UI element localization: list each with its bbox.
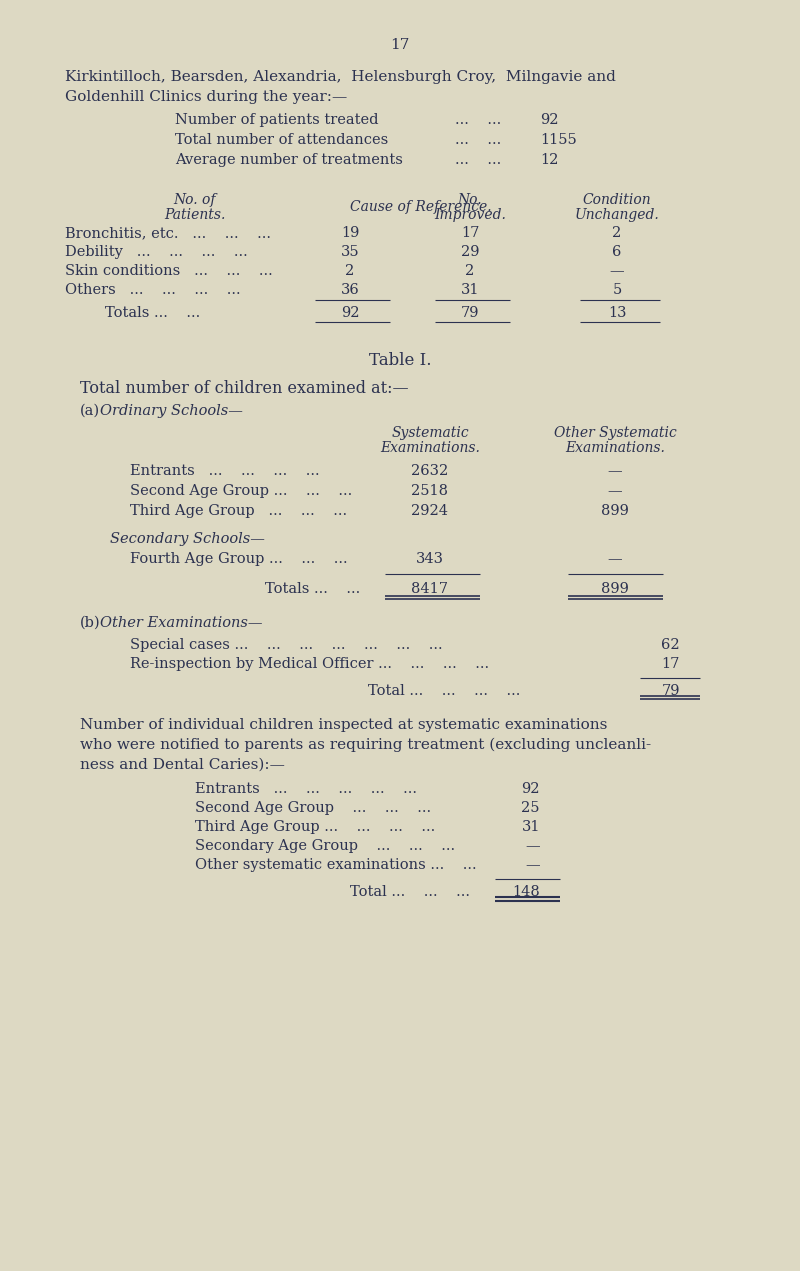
Text: 31: 31	[522, 820, 540, 834]
Text: Third Age Group ...    ...    ...    ...: Third Age Group ... ... ... ...	[195, 820, 435, 834]
Text: Table I.: Table I.	[369, 352, 431, 369]
Text: 8417: 8417	[411, 582, 449, 596]
Text: 62: 62	[662, 638, 680, 652]
Text: Examinations.: Examinations.	[565, 441, 665, 455]
Text: 17: 17	[662, 657, 680, 671]
Text: Other Examinations—: Other Examinations—	[100, 616, 262, 630]
Text: 25: 25	[522, 801, 540, 815]
Text: 36: 36	[341, 283, 359, 297]
Text: Entrants   ...    ...    ...    ...    ...: Entrants ... ... ... ... ...	[195, 782, 417, 796]
Text: Number of individual children inspected at systematic examinations: Number of individual children inspected …	[80, 718, 607, 732]
Text: ness and Dental Caries):—: ness and Dental Caries):—	[80, 758, 285, 771]
Text: Entrants   ...    ...    ...    ...: Entrants ... ... ... ...	[130, 464, 320, 478]
Text: (a): (a)	[80, 404, 100, 418]
Text: Debility   ...    ...    ...    ...: Debility ... ... ... ...	[65, 245, 248, 259]
Text: 92: 92	[341, 306, 359, 320]
Text: —: —	[608, 464, 622, 478]
Text: Second Age Group    ...    ...    ...: Second Age Group ... ... ...	[195, 801, 431, 815]
Text: Other systematic examinations ...    ...: Other systematic examinations ... ...	[195, 858, 477, 872]
Text: 5: 5	[612, 283, 622, 297]
Text: Goldenhill Clinics during the year:—: Goldenhill Clinics during the year:—	[65, 90, 347, 104]
Text: Total ...    ...    ...: Total ... ... ...	[350, 885, 470, 899]
Text: 79: 79	[461, 306, 479, 320]
Text: (b): (b)	[80, 616, 101, 630]
Text: Fourth Age Group ...    ...    ...: Fourth Age Group ... ... ...	[130, 552, 348, 566]
Text: 2518: 2518	[411, 484, 449, 498]
Text: Total number of attendances: Total number of attendances	[175, 133, 388, 147]
Text: Total number of children examined at:—: Total number of children examined at:—	[80, 380, 409, 397]
Text: Number of patients treated: Number of patients treated	[175, 113, 378, 127]
Text: Special cases ...    ...    ...    ...    ...    ...    ...: Special cases ... ... ... ... ... ... ..…	[130, 638, 442, 652]
Text: Average number of treatments: Average number of treatments	[175, 153, 403, 167]
Text: ...    ...: ... ...	[455, 133, 502, 147]
Text: 79: 79	[662, 684, 680, 698]
Text: —: —	[608, 552, 622, 566]
Text: 17: 17	[390, 38, 410, 52]
Text: who were notified to parents as requiring treatment (excluding uncleanli-: who were notified to parents as requirin…	[80, 738, 651, 752]
Text: No.: No.	[458, 193, 482, 207]
Text: 2: 2	[612, 226, 622, 240]
Text: 2632: 2632	[411, 464, 449, 478]
Text: Second Age Group ...    ...    ...: Second Age Group ... ... ...	[130, 484, 352, 498]
Text: ...    ...: ... ...	[455, 113, 502, 127]
Text: 2: 2	[346, 264, 354, 278]
Text: Third Age Group   ...    ...    ...: Third Age Group ... ... ...	[130, 505, 347, 519]
Text: Other Systematic: Other Systematic	[554, 426, 676, 440]
Text: 92: 92	[522, 782, 540, 796]
Text: Bronchitis, etc.   ...    ...    ...: Bronchitis, etc. ... ... ...	[65, 226, 271, 240]
Text: 13: 13	[608, 306, 626, 320]
Text: Unchanged.: Unchanged.	[574, 208, 659, 222]
Text: Ordinary Schools—: Ordinary Schools—	[100, 404, 243, 418]
Text: Totals ...    ...: Totals ... ...	[265, 582, 360, 596]
Text: 148: 148	[512, 885, 540, 899]
Text: Condition: Condition	[582, 193, 651, 207]
Text: Systematic: Systematic	[391, 426, 469, 440]
Text: Improved.: Improved.	[434, 208, 506, 222]
Text: 92: 92	[540, 113, 558, 127]
Text: Secondary Age Group    ...    ...    ...: Secondary Age Group ... ... ...	[195, 839, 455, 853]
Text: Patients.: Patients.	[164, 208, 226, 222]
Text: —: —	[610, 264, 624, 278]
Text: —: —	[526, 858, 540, 872]
Text: Re-inspection by Medical Officer ...    ...    ...    ...: Re-inspection by Medical Officer ... ...…	[130, 657, 489, 671]
Text: Others   ...    ...    ...    ...: Others ... ... ... ...	[65, 283, 241, 297]
Text: 2: 2	[466, 264, 474, 278]
Text: 12: 12	[540, 153, 558, 167]
Text: 31: 31	[461, 283, 479, 297]
Text: 35: 35	[341, 245, 359, 259]
Text: 899: 899	[601, 582, 629, 596]
Text: 899: 899	[601, 505, 629, 519]
Text: 6: 6	[612, 245, 622, 259]
Text: —: —	[608, 484, 622, 498]
Text: 17: 17	[461, 226, 479, 240]
Text: —: —	[526, 839, 540, 853]
Text: No. of: No. of	[174, 193, 216, 207]
Text: 343: 343	[416, 552, 444, 566]
Text: Kirkintilloch, Bearsden, Alexandria,  Helensburgh Croy,  Milngavie and: Kirkintilloch, Bearsden, Alexandria, Hel…	[65, 70, 616, 84]
Text: 1155: 1155	[540, 133, 577, 147]
Text: ...    ...: ... ...	[455, 153, 502, 167]
Text: Skin conditions   ...    ...    ...: Skin conditions ... ... ...	[65, 264, 273, 278]
Text: 2924: 2924	[411, 505, 449, 519]
Text: Cause of Reference.: Cause of Reference.	[350, 200, 492, 214]
Text: Secondary Schools—: Secondary Schools—	[110, 533, 265, 547]
Text: Examinations.: Examinations.	[380, 441, 480, 455]
Text: 19: 19	[341, 226, 359, 240]
Text: 29: 29	[461, 245, 479, 259]
Text: Totals ...    ...: Totals ... ...	[105, 306, 200, 320]
Text: Total ...    ...    ...    ...: Total ... ... ... ...	[368, 684, 520, 698]
